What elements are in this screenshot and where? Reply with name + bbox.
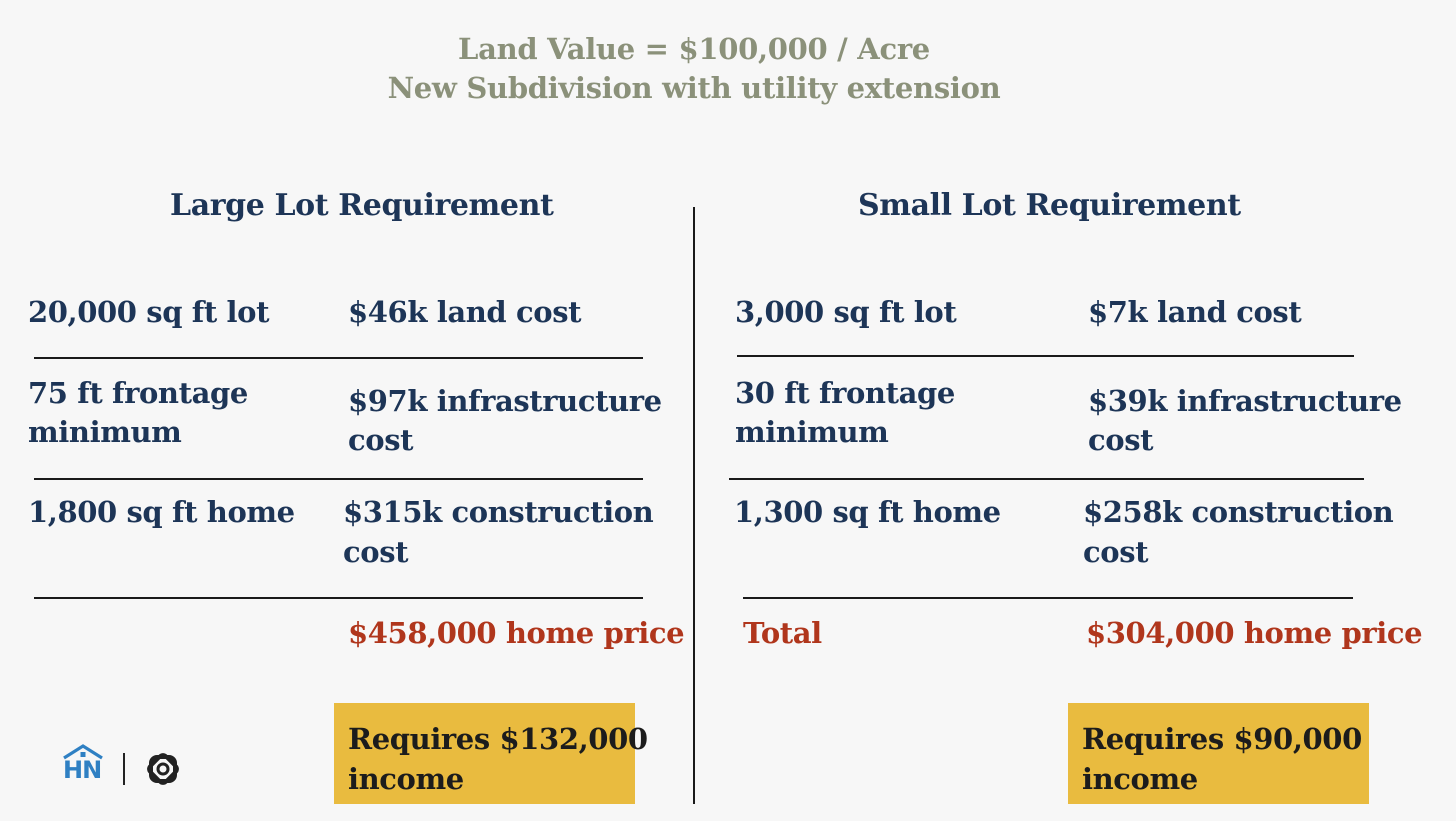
small-construction-cost-line2: cost xyxy=(1083,535,1149,569)
hn-logo-text: HN xyxy=(63,756,102,784)
small-infra-cost-line2: cost xyxy=(1088,423,1154,457)
small-frontage-line2: minimum xyxy=(735,415,889,449)
large-frontage-line1: 75 ft frontage xyxy=(28,376,248,410)
large-home-size: 1,800 sq ft home xyxy=(28,495,295,529)
small-lot-size: 3,000 sq ft lot xyxy=(735,295,957,329)
small-construction-cost-line1: $258k construction xyxy=(1083,495,1394,529)
small-row-divider-3 xyxy=(743,597,1353,599)
small-row-divider-2 xyxy=(729,478,1364,480)
small-frontage-line1: 30 ft frontage xyxy=(735,376,955,410)
large-frontage-line2: minimum xyxy=(28,415,182,449)
large-row-divider-3 xyxy=(34,597,643,599)
large-lot-heading: Large Lot Requirement xyxy=(170,188,554,223)
large-row-divider-1 xyxy=(34,357,643,359)
small-home-size: 1,300 sq ft home xyxy=(734,495,1001,529)
small-income-line1: Requires $90,000 xyxy=(1082,722,1362,756)
slide-title-line1: Land Value = $100,000 / Acre xyxy=(458,32,930,66)
hn-logo: HN xyxy=(62,744,106,784)
small-income-badge: Requires $90,000 income xyxy=(1068,703,1369,804)
interlocking-square-icon xyxy=(146,752,180,786)
large-income-line1: Requires $132,000 xyxy=(348,722,648,756)
large-lot-size: 20,000 sq ft lot xyxy=(28,295,270,329)
small-row-divider-1 xyxy=(737,355,1354,357)
small-land-cost: $7k land cost xyxy=(1088,295,1302,329)
slide-title-line2: New Subdivision with utility extension xyxy=(387,71,1001,105)
large-row-divider-2 xyxy=(34,478,643,480)
large-construction-cost-line1: $315k construction xyxy=(343,495,654,529)
small-lot-heading: Small Lot Requirement xyxy=(858,188,1241,223)
large-land-cost: $46k land cost xyxy=(348,295,582,329)
large-infra-cost-line2: cost xyxy=(348,423,414,457)
small-home-price: $304,000 home price xyxy=(1086,616,1423,650)
house-roof-icon xyxy=(63,744,103,760)
small-total-label: Total xyxy=(743,616,822,650)
logo-separator xyxy=(123,753,125,785)
large-home-price: $458,000 home price xyxy=(348,616,685,650)
large-infra-cost-line1: $97k infrastructure xyxy=(348,384,662,418)
column-divider xyxy=(693,207,695,804)
small-infra-cost-line1: $39k infrastructure xyxy=(1088,384,1402,418)
large-income-badge: Requires $132,000 income xyxy=(334,703,648,804)
large-construction-cost-line2: cost xyxy=(343,535,409,569)
large-income-line2: income xyxy=(348,762,464,796)
small-income-line2: income xyxy=(1082,762,1198,796)
